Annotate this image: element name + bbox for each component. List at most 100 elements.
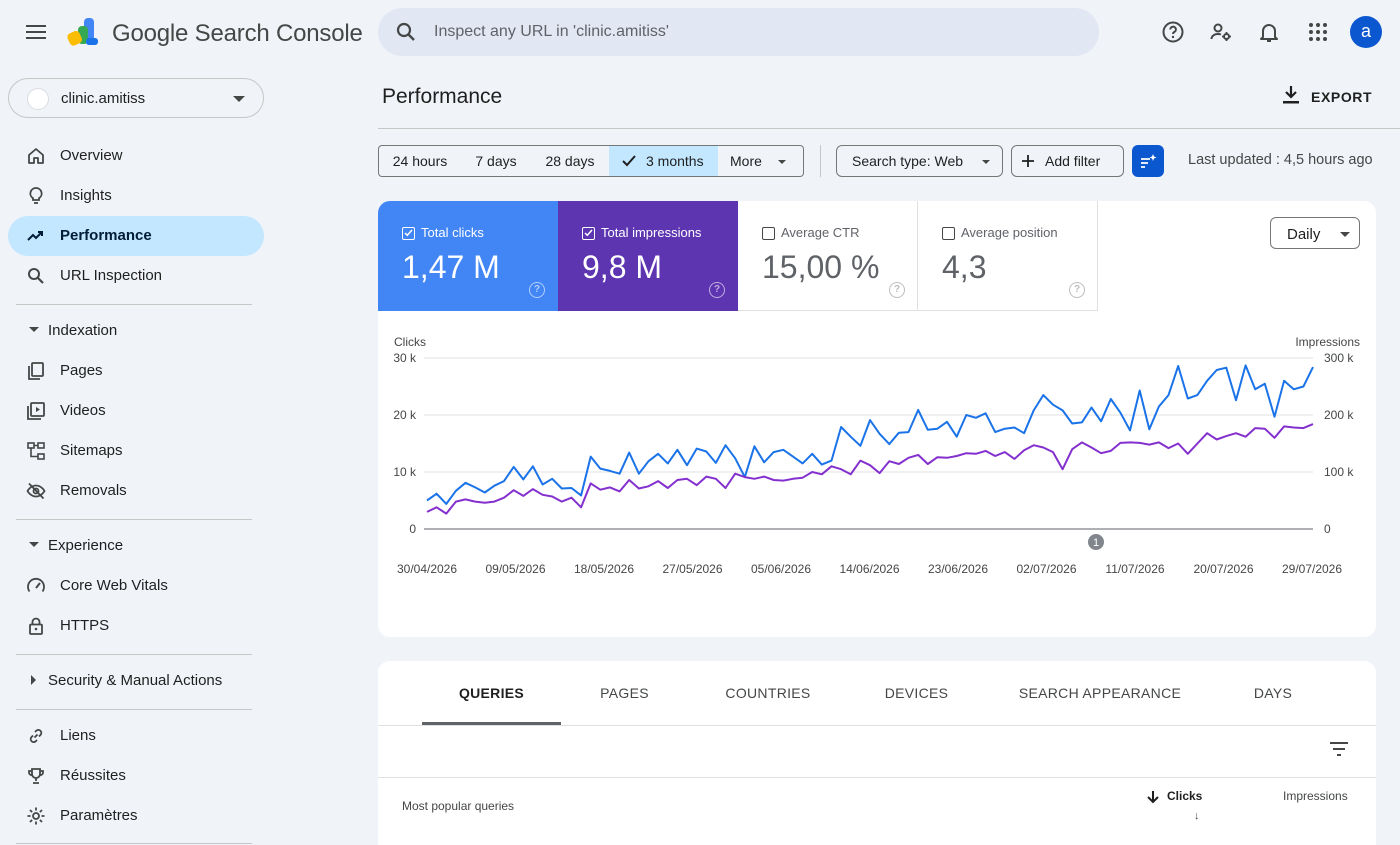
checkbox-unchecked[interactable]: [942, 227, 955, 240]
filter-divider: [820, 145, 821, 177]
left-tick-label: 0: [409, 522, 416, 536]
tab-search-appearance[interactable]: SEARCH APPEARANCE: [1018, 685, 1182, 701]
speed-gauge-icon: [27, 578, 45, 593]
x-tick-label: 20/07/2026: [1193, 562, 1253, 576]
sort-arrow-down-icon[interactable]: [1146, 790, 1160, 804]
x-tick-label: 09/05/2026: [485, 562, 545, 576]
column-header-clicks[interactable]: Clicks: [1167, 789, 1203, 803]
tab-queries[interactable]: QUERIES: [458, 685, 525, 701]
tab-pages[interactable]: PAGES: [600, 685, 649, 701]
sidebar-item-sitemaps[interactable]: Sitemaps: [8, 431, 264, 471]
right-tick-label: 300 k: [1324, 351, 1354, 365]
x-tick-label: 02/07/2026: [1016, 562, 1076, 576]
sidebar-item-pages[interactable]: Pages: [8, 351, 264, 391]
help-icon[interactable]: [1161, 20, 1185, 44]
trending-up-icon: [27, 231, 43, 241]
last-updated-text: Last updated : 4,5 hours ago: [1188, 152, 1373, 168]
filter-rows-icon[interactable]: [1328, 739, 1350, 759]
section-security-manual-actions[interactable]: Security & Manual Actions: [16, 666, 264, 696]
sidebar-item-liens[interactable]: Liens: [8, 716, 264, 756]
metric-average-ctr[interactable]: Average CTR 15,00 % ?: [738, 201, 918, 311]
check-icon: [622, 155, 636, 167]
left-tick-label: 30 k: [393, 351, 417, 365]
help-icon[interactable]: ?: [529, 282, 545, 298]
sidebar-item-parametres[interactable]: Paramètres: [8, 796, 264, 836]
sidebar-item-performance[interactable]: Performance: [8, 216, 264, 256]
dropdown-caret-icon: [778, 160, 786, 164]
filter-sparkle-icon: [1141, 154, 1157, 168]
home-icon: [28, 148, 44, 164]
collapse-caret-icon: [29, 327, 39, 332]
range-more-dropdown[interactable]: More: [718, 145, 804, 177]
notifications-icon[interactable]: [1257, 20, 1281, 44]
series-line-total-impressions[interactable]: [426, 423, 1314, 515]
range-7-days[interactable]: 7 days: [461, 145, 532, 177]
metric-total-impressions[interactable]: Total impressions 9,8 M ?: [558, 201, 738, 311]
x-tick-label: 14/06/2026: [839, 562, 899, 576]
pages-icon: [28, 362, 44, 380]
performance-line-chart: Clicks Impressions 30 k 300 k 20 k 200 k 10 …: [393, 335, 1360, 576]
left-tick-label: 10 k: [393, 465, 417, 479]
dropdown-caret-icon: [1340, 232, 1350, 237]
sidebar-item-url-inspection[interactable]: URL Inspection: [8, 256, 264, 296]
dropdown-caret-icon: [233, 96, 245, 102]
add-filter-button[interactable]: Add filter: [1011, 145, 1124, 177]
range-28-days[interactable]: 28 days: [531, 145, 610, 177]
performance-chart-card: Total clicks 1,47 M ? Total impressions …: [378, 201, 1376, 637]
series-line-total-clicks[interactable]: [426, 364, 1314, 505]
help-icon[interactable]: ?: [889, 282, 905, 298]
metric-total-clicks[interactable]: Total clicks 1,47 M ?: [378, 201, 558, 311]
range-3-months[interactable]: 3 months: [609, 145, 719, 177]
help-icon[interactable]: ?: [1069, 282, 1085, 298]
sidebar-item-insights[interactable]: Insights: [8, 176, 264, 216]
property-selector[interactable]: clinic.amitiss: [8, 78, 264, 118]
section-indexation[interactable]: Indexation: [16, 316, 264, 346]
trophy-icon: [28, 768, 44, 784]
apps-grid-icon[interactable]: [1306, 20, 1330, 44]
column-header-queries: Most popular queries: [402, 799, 515, 813]
x-tick-label: 11/07/2026: [1105, 562, 1164, 576]
gear-icon: [27, 807, 45, 825]
svg-text:1: 1: [1093, 537, 1099, 549]
column-header-impressions[interactable]: Impressions: [1283, 789, 1348, 803]
help-icon[interactable]: ?: [709, 282, 725, 298]
right-axis-label: Impressions: [1295, 335, 1360, 349]
x-tick-label: 05/06/2026: [751, 562, 811, 576]
search-type-dropdown[interactable]: Search type: Web: [836, 145, 1003, 177]
checkbox-checked[interactable]: [402, 227, 415, 240]
x-tick-label: 18/05/2026: [574, 562, 634, 576]
dimensions-table-card: QUERIES PAGES COUNTRIES DEVICES SEARCH A…: [378, 661, 1376, 845]
tab-devices[interactable]: DEVICES: [884, 685, 949, 701]
sidebar-item-core-web-vitals[interactable]: Core Web Vitals: [8, 566, 264, 606]
compare-filters-button[interactable]: [1132, 145, 1164, 177]
tab-countries[interactable]: COUNTRIES: [725, 685, 811, 701]
page-title: Performance: [382, 85, 503, 108]
manage-users-icon[interactable]: [1209, 20, 1233, 44]
tabs-divider: [378, 725, 1376, 726]
tab-days[interactable]: DAYS: [1253, 685, 1293, 701]
account-avatar[interactable]: a: [1350, 16, 1382, 48]
search-input[interactable]: [434, 20, 1034, 44]
section-experience[interactable]: Experience: [16, 531, 264, 561]
x-tick-label: 29/07/2026: [1282, 562, 1342, 576]
sidebar-item-removals[interactable]: Removals: [8, 471, 264, 511]
sidebar-item-overview[interactable]: Overview: [8, 136, 264, 176]
main-menu-icon[interactable]: [22, 18, 50, 46]
url-inspection-search[interactable]: [378, 8, 1099, 56]
granularity-dropdown[interactable]: Daily: [1270, 217, 1360, 249]
product-name: Google Search Console: [112, 20, 363, 47]
collapse-caret-icon: [29, 542, 39, 547]
sidebar-item-reussites[interactable]: Réussites: [8, 756, 264, 796]
toolbar-divider: [378, 777, 1376, 778]
sidebar-item-https[interactable]: HTTPS: [8, 606, 264, 646]
checkbox-checked[interactable]: [582, 227, 595, 240]
globe-icon: [27, 88, 49, 110]
range-24-hours[interactable]: 24 hours: [378, 145, 462, 177]
chart-annotation[interactable]: 1: [1088, 534, 1104, 550]
metric-average-position[interactable]: Average position 4,3 ?: [918, 201, 1098, 311]
sidebar-item-videos[interactable]: Videos: [8, 391, 264, 431]
sort-indicator: ↓: [1194, 810, 1200, 822]
right-tick-label: 200 k: [1324, 408, 1354, 422]
checkbox-unchecked[interactable]: [762, 227, 775, 240]
search-icon: [396, 22, 415, 41]
